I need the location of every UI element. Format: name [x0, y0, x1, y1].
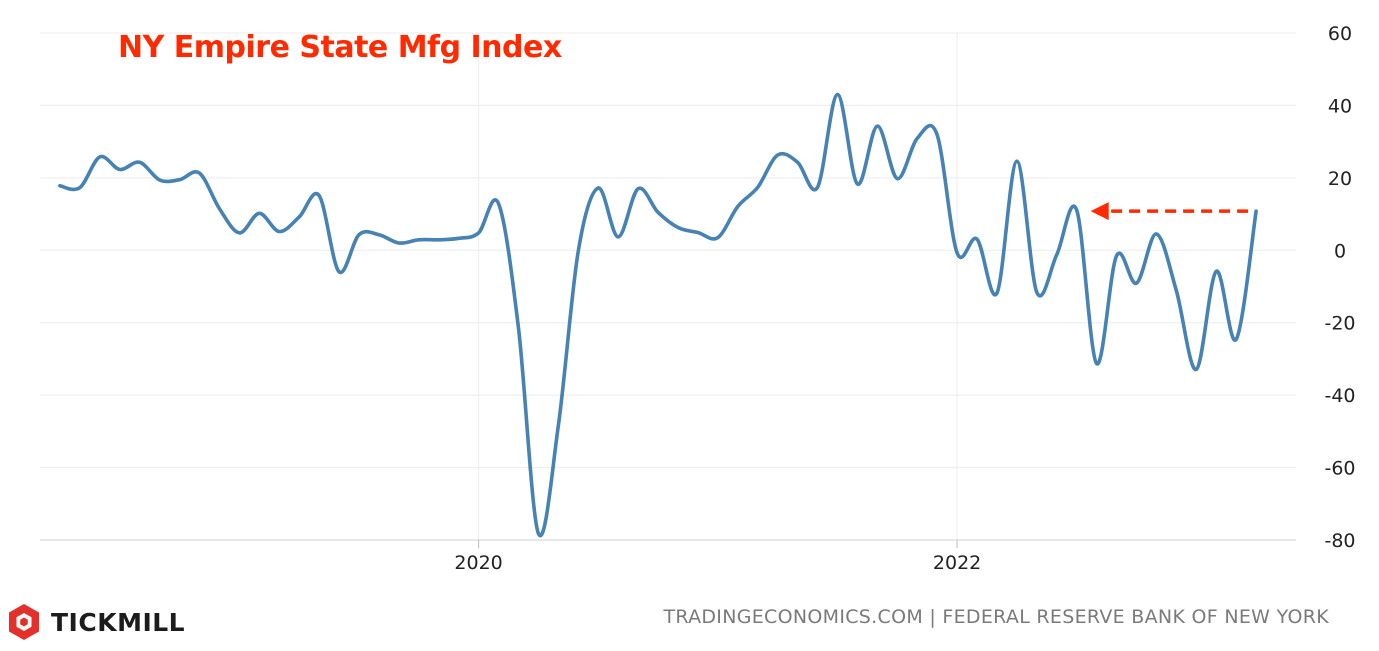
y-tick-label: 0 [1334, 240, 1346, 262]
data-point [1214, 269, 1218, 273]
data-point [257, 211, 261, 215]
data-point [995, 291, 999, 295]
data-point [676, 225, 680, 229]
data-point [516, 326, 520, 330]
data-point [58, 184, 62, 188]
series-line [58, 92, 1258, 538]
data-point [696, 231, 700, 235]
grid-lines [40, 32, 1296, 541]
data-point [437, 238, 441, 242]
annotation-arrow [1090, 202, 1249, 221]
y-tick-label: 20 [1328, 168, 1352, 190]
data-point [895, 177, 899, 181]
tickmill-logo-icon [9, 604, 39, 640]
data-point [1254, 209, 1258, 213]
data-point [297, 215, 301, 219]
data-point [935, 133, 939, 137]
data-point [1035, 290, 1039, 294]
data-point [955, 251, 959, 255]
data-point [556, 424, 560, 428]
data-point [477, 231, 481, 235]
data-point [497, 202, 501, 206]
data-point [317, 194, 321, 198]
data-point [796, 160, 800, 164]
y-tick-label: 60 [1328, 23, 1352, 45]
data-point [1115, 254, 1119, 258]
data-point [138, 160, 142, 164]
source-credit[interactable]: TRADINGECONOMICS.COM | FEDERAL RESERVE B… [663, 606, 1329, 628]
y-axis-ticks: 60 40 20 0 -20 -40 -60 -80 [1324, 23, 1355, 552]
data-point [816, 185, 820, 189]
data-point [178, 178, 182, 182]
data-point [98, 155, 102, 159]
data-point [417, 238, 421, 242]
data-point [1055, 253, 1059, 257]
brand-logo: TICKMILL [6, 602, 185, 642]
data-point [237, 231, 241, 235]
data-point [1174, 289, 1178, 293]
data-point [357, 233, 361, 237]
data-point [536, 531, 540, 535]
brand-name: TICKMILL [51, 607, 186, 637]
data-point [716, 236, 720, 240]
annotation-arrowhead [1090, 202, 1109, 221]
data-point [756, 185, 760, 189]
data-point [277, 229, 281, 233]
data-point [118, 168, 122, 172]
data-point [217, 207, 221, 211]
x-axis-ticks: 2020 2022 [454, 540, 981, 574]
data-point [1154, 232, 1158, 236]
data-point [616, 235, 620, 239]
data-point [855, 182, 859, 186]
data-point [576, 249, 580, 253]
data-point [1194, 367, 1198, 371]
x-tick-label: 2020 [454, 552, 502, 574]
data-point [377, 233, 381, 237]
data-point [975, 237, 979, 241]
data-point [1075, 208, 1079, 212]
data-point [596, 186, 600, 190]
y-tick-label: -60 [1324, 458, 1355, 480]
chart-title: NY Empire State Mfg Index [118, 30, 562, 65]
y-tick-label: -80 [1324, 530, 1355, 552]
data-point [1234, 337, 1238, 341]
data-point [397, 241, 401, 245]
y-tick-label: -20 [1324, 313, 1355, 335]
x-tick-label: 2022 [933, 552, 981, 574]
data-point [776, 153, 780, 157]
data-point [78, 186, 82, 190]
data-points [58, 93, 1258, 536]
data-point [457, 236, 461, 240]
data-point [197, 171, 201, 175]
data-point [636, 187, 640, 191]
data-point [1135, 281, 1139, 285]
data-point [875, 124, 879, 128]
data-point [337, 270, 341, 274]
data-point [1015, 159, 1019, 163]
data-point [915, 136, 919, 140]
y-tick-label: 40 [1328, 95, 1352, 117]
data-point [1095, 362, 1099, 366]
data-point [656, 210, 660, 214]
data-point [736, 204, 740, 208]
data-point [835, 93, 839, 97]
data-point [158, 178, 162, 182]
y-tick-label: -40 [1324, 385, 1355, 407]
